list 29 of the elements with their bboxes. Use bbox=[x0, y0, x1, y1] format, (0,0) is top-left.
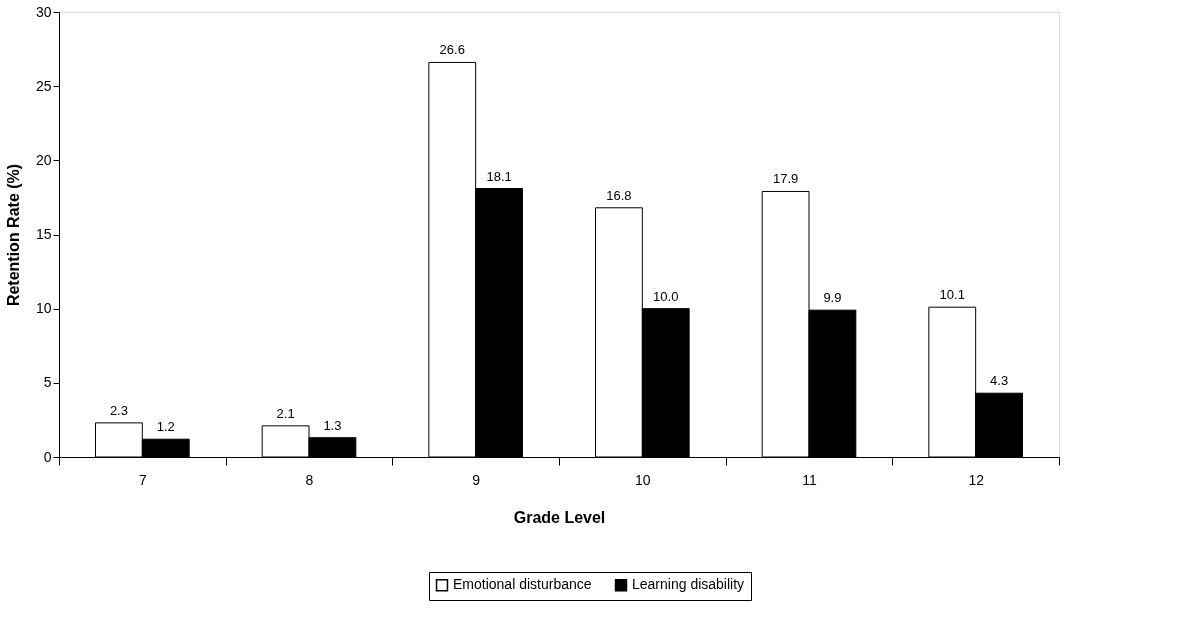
x-tick-label: 7 bbox=[138, 471, 147, 488]
data-label: 26.6 bbox=[439, 42, 465, 58]
y-tick-label: 25 bbox=[35, 77, 52, 94]
data-label: 2.3 bbox=[109, 402, 128, 418]
data-label: 1.2 bbox=[156, 419, 175, 435]
y-tick-label: 10 bbox=[35, 300, 52, 317]
y-tick-label: 30 bbox=[35, 3, 52, 20]
data-label: 10.1 bbox=[939, 287, 965, 303]
y-tick-label: 0 bbox=[43, 448, 52, 465]
y-axis-title: Retention Rate (%) bbox=[4, 163, 22, 307]
data-label: 17.9 bbox=[772, 171, 799, 187]
data-label: 2.1 bbox=[276, 405, 295, 421]
x-tick-label: 8 bbox=[305, 471, 314, 488]
data-label: 1.3 bbox=[323, 417, 342, 433]
legend-label: Learning disability bbox=[632, 576, 745, 593]
y-tick-label: 15 bbox=[35, 226, 52, 242]
x-tick-label: 9 bbox=[472, 471, 481, 488]
data-label: 16.8 bbox=[606, 187, 632, 203]
x-axis-title: Grade Level bbox=[513, 508, 606, 526]
y-tick-label: 20 bbox=[35, 151, 52, 168]
data-label: 4.3 bbox=[990, 373, 1009, 389]
data-label: 10.0 bbox=[653, 288, 679, 304]
data-label: 9.9 bbox=[823, 290, 842, 306]
y-tick-label: 5 bbox=[43, 374, 52, 391]
data-label: 18.1 bbox=[486, 168, 512, 184]
x-tick-label: 12 bbox=[968, 471, 985, 488]
x-tick-label: 10 bbox=[635, 471, 651, 488]
legend-label: Emotional disturbance bbox=[453, 576, 592, 593]
x-tick-label: 11 bbox=[802, 471, 817, 488]
